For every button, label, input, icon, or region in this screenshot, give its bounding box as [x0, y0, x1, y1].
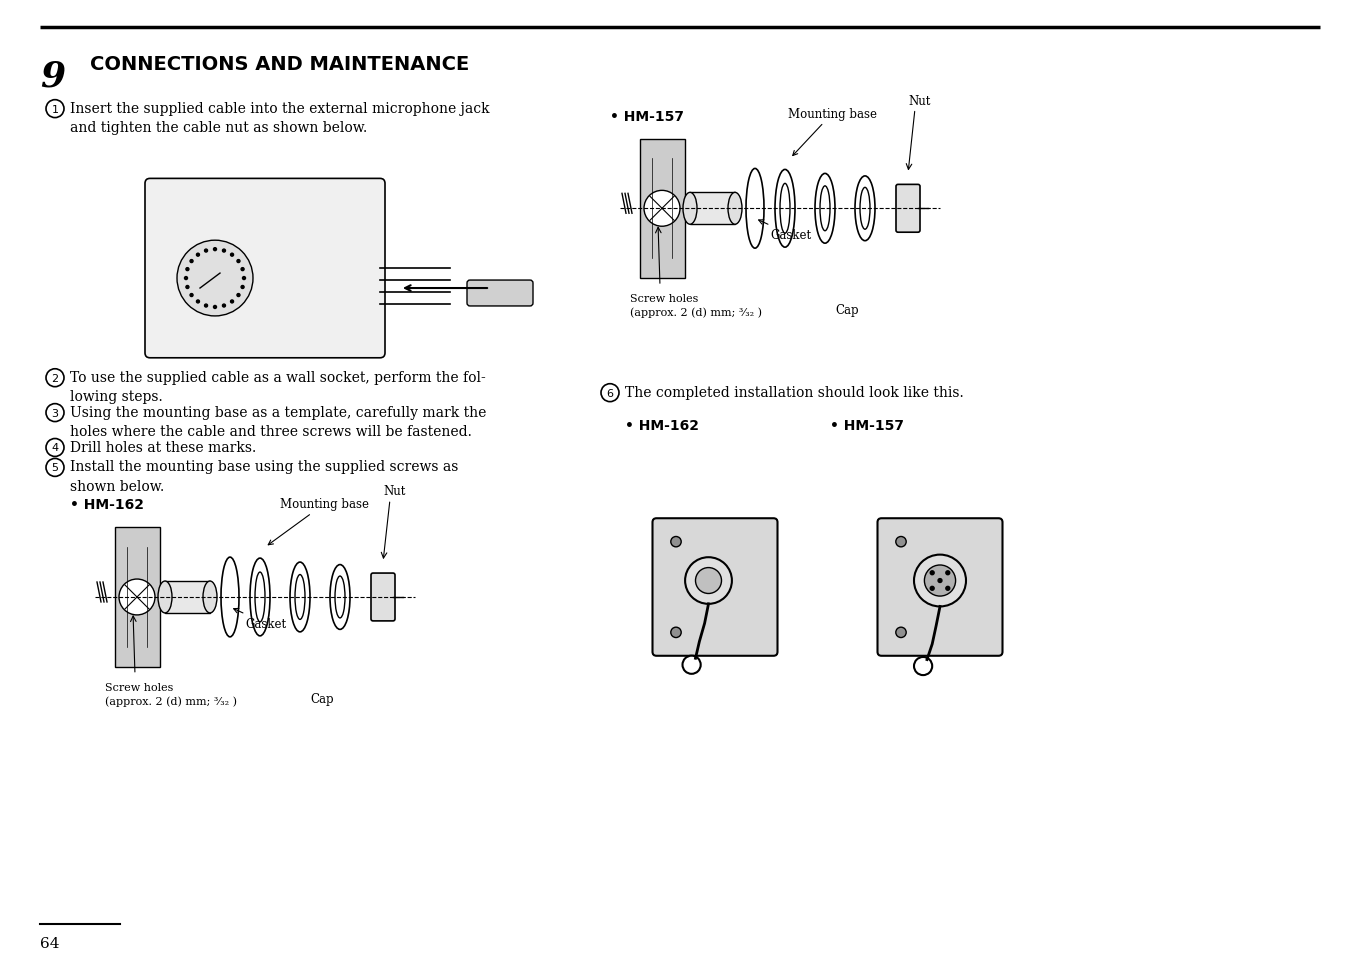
Text: Screw holes
(approx. 2 (d) mm; ³⁄₃₂ ): Screw holes (approx. 2 (d) mm; ³⁄₃₂ ) — [105, 682, 237, 706]
Text: 64: 64 — [41, 936, 59, 950]
Text: Using the mounting base as a template, carefully mark the
holes where the cable : Using the mounting base as a template, c… — [70, 405, 487, 438]
Circle shape — [946, 587, 949, 591]
Ellipse shape — [203, 581, 218, 614]
Circle shape — [946, 571, 949, 575]
Circle shape — [685, 558, 731, 604]
Text: Drill holes at these marks.: Drill holes at these marks. — [70, 440, 257, 454]
Text: 2: 2 — [51, 374, 58, 383]
Circle shape — [191, 260, 193, 263]
Circle shape — [938, 579, 942, 583]
FancyBboxPatch shape — [877, 518, 1002, 656]
Bar — [690, 193, 735, 225]
Circle shape — [187, 269, 189, 272]
Circle shape — [204, 305, 208, 308]
Circle shape — [214, 306, 216, 309]
Text: CONNECTIONS AND MAINTENANCE: CONNECTIONS AND MAINTENANCE — [91, 54, 469, 73]
Text: Gasket: Gasket — [234, 609, 287, 630]
Text: • HM-162: • HM-162 — [70, 497, 145, 512]
Ellipse shape — [860, 188, 869, 230]
FancyBboxPatch shape — [466, 281, 533, 307]
Text: • HM-157: • HM-157 — [830, 418, 904, 432]
Circle shape — [237, 260, 239, 263]
Text: 6: 6 — [607, 388, 614, 398]
Text: 5: 5 — [51, 463, 58, 473]
Circle shape — [204, 250, 208, 253]
Text: Nut: Nut — [909, 94, 930, 108]
Circle shape — [237, 294, 239, 297]
Circle shape — [241, 269, 245, 272]
Ellipse shape — [746, 170, 764, 249]
Circle shape — [223, 250, 226, 253]
Circle shape — [231, 253, 234, 257]
Bar — [115, 528, 160, 667]
Text: 9: 9 — [41, 60, 65, 93]
FancyBboxPatch shape — [370, 574, 395, 621]
Circle shape — [644, 192, 680, 227]
Ellipse shape — [821, 187, 830, 232]
Ellipse shape — [330, 565, 350, 630]
Text: Mounting base: Mounting base — [788, 108, 877, 156]
Ellipse shape — [683, 193, 698, 225]
Ellipse shape — [335, 577, 345, 618]
FancyBboxPatch shape — [653, 518, 777, 656]
Circle shape — [671, 537, 681, 547]
Text: 4: 4 — [51, 443, 58, 453]
Circle shape — [231, 300, 234, 304]
Ellipse shape — [780, 184, 790, 233]
Text: Nut: Nut — [383, 485, 406, 497]
Circle shape — [223, 305, 226, 308]
Ellipse shape — [158, 581, 172, 614]
Circle shape — [914, 658, 932, 676]
Text: Cap: Cap — [310, 692, 334, 705]
Circle shape — [242, 277, 246, 280]
Circle shape — [930, 587, 934, 591]
Circle shape — [177, 241, 253, 316]
Circle shape — [896, 537, 906, 547]
Text: The completed installation should look like this.: The completed installation should look l… — [625, 385, 964, 399]
Circle shape — [925, 565, 956, 597]
Circle shape — [191, 294, 193, 297]
Circle shape — [914, 555, 965, 607]
Text: Cap: Cap — [836, 304, 859, 316]
Circle shape — [187, 286, 189, 289]
Ellipse shape — [295, 575, 306, 619]
Ellipse shape — [854, 176, 875, 241]
FancyBboxPatch shape — [145, 179, 385, 358]
Text: • HM-157: • HM-157 — [610, 110, 684, 124]
Ellipse shape — [220, 558, 239, 638]
Circle shape — [241, 286, 245, 289]
Text: 1: 1 — [51, 105, 58, 114]
Circle shape — [196, 253, 200, 257]
Text: Mounting base: Mounting base — [268, 497, 369, 545]
Circle shape — [695, 568, 722, 594]
Bar — [639, 139, 685, 279]
Text: Insert the supplied cable into the external microphone jack
and tighten the cabl: Insert the supplied cable into the exter… — [70, 102, 489, 135]
Text: • HM-162: • HM-162 — [625, 418, 699, 432]
Circle shape — [196, 300, 200, 304]
Circle shape — [683, 656, 700, 674]
FancyBboxPatch shape — [896, 185, 919, 233]
Ellipse shape — [289, 562, 310, 632]
Bar — [165, 581, 210, 614]
Circle shape — [671, 627, 681, 638]
Text: 3: 3 — [51, 408, 58, 418]
Ellipse shape — [727, 193, 742, 225]
Ellipse shape — [256, 573, 265, 622]
Text: Install the mounting base using the supplied screws as
shown below.: Install the mounting base using the supp… — [70, 460, 458, 494]
Circle shape — [119, 579, 155, 616]
Text: Screw holes
(approx. 2 (d) mm; ³⁄₃₂ ): Screw holes (approx. 2 (d) mm; ³⁄₃₂ ) — [630, 294, 763, 317]
Circle shape — [214, 249, 216, 252]
Circle shape — [896, 627, 906, 638]
Text: Gasket: Gasket — [758, 220, 811, 242]
Circle shape — [184, 277, 188, 280]
Ellipse shape — [815, 174, 836, 244]
Ellipse shape — [775, 171, 795, 248]
Ellipse shape — [250, 558, 270, 637]
Text: To use the supplied cable as a wall socket, perform the fol-
lowing steps.: To use the supplied cable as a wall sock… — [70, 371, 485, 404]
Circle shape — [930, 571, 934, 575]
